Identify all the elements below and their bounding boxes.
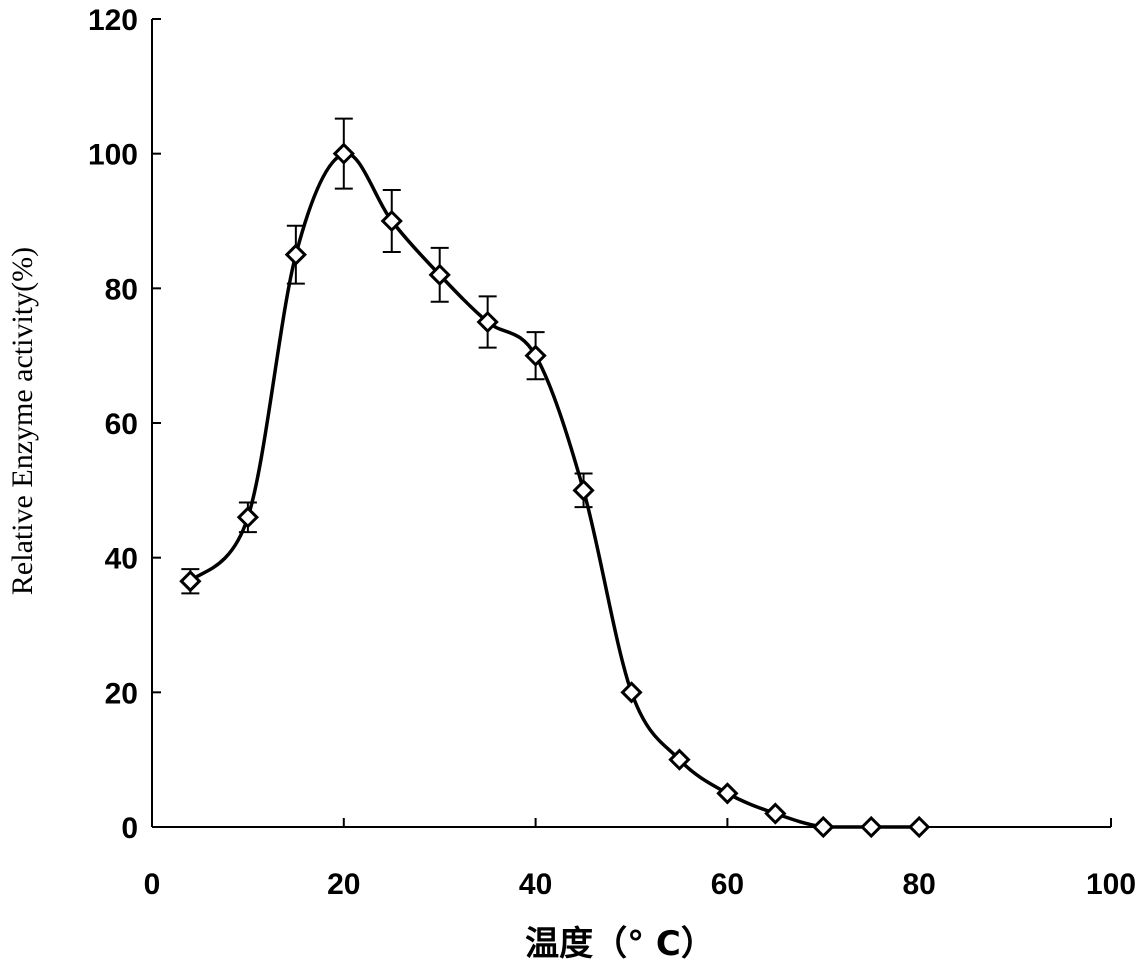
data-point [236,506,260,529]
plot-area: 0 20 40 60 80 100 120 0 20 40 60 80 100 [88,4,1136,901]
y-tick-label: 20 [105,677,138,710]
data-point [860,815,883,839]
y-tick-label: 60 [105,408,138,441]
data-point [668,748,691,771]
data-point [284,243,307,266]
data-point [524,344,547,367]
data-point [332,142,355,165]
x-tick-label: 0 [144,868,161,901]
x-axis-title: 温度（° C） [525,924,715,964]
data-point [716,782,739,805]
data-point [908,815,931,839]
data-point [812,815,835,839]
y-tick-label: 80 [105,273,138,306]
data-point [572,479,595,502]
x-tick-label: 60 [711,868,744,901]
data-point [179,570,202,593]
y-axis-ticks: 0 20 40 60 80 100 120 [88,4,161,845]
y-tick-label: 40 [105,543,138,576]
x-tick-label: 20 [327,868,360,901]
y-axis-title: Relative Enzyme activity(%) [6,247,39,595]
data-point [428,263,451,286]
y-tick-label: 0 [121,812,138,845]
x-tick-label: 40 [519,868,552,901]
data-point [476,310,499,334]
x-tick-label: 100 [1086,868,1136,901]
x-tick-label: 80 [903,868,936,901]
data-point [620,681,643,704]
x-axis-ticks: 0 20 40 60 80 100 [144,818,1136,901]
y-tick-label: 100 [88,139,138,172]
y-tick-label: 120 [88,4,138,37]
data-series [179,117,931,839]
data-point [380,209,403,233]
data-point [764,802,787,825]
